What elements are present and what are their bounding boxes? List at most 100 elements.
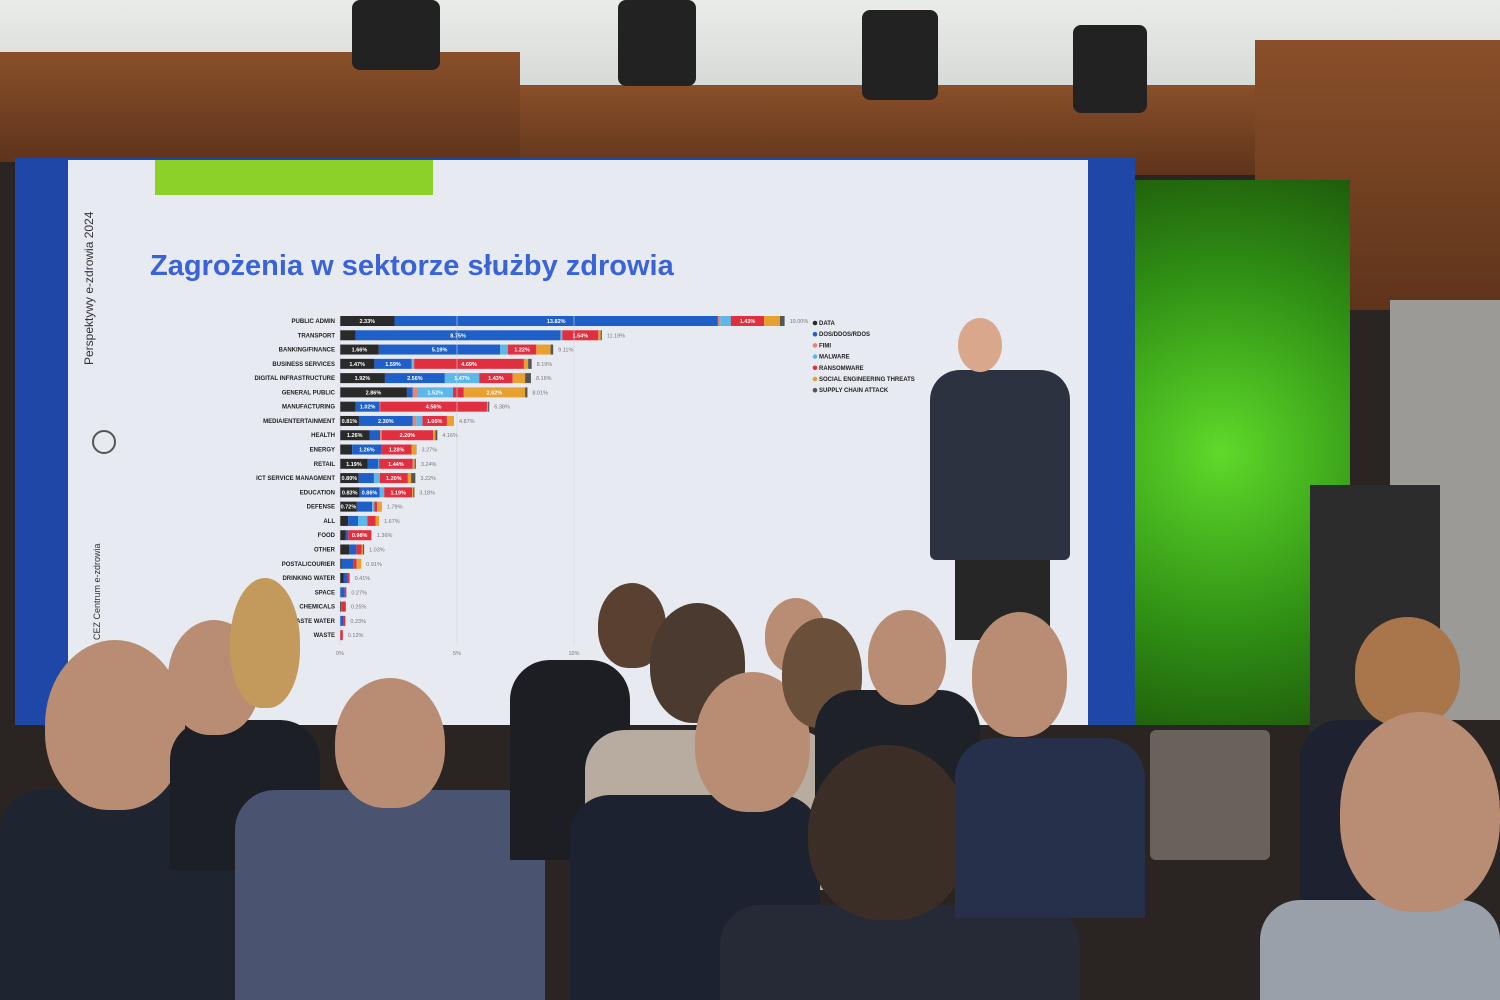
segment-label: 1.02% — [360, 405, 376, 411]
bar-segment — [340, 373, 385, 384]
category-label: MANUFACTURING — [282, 405, 335, 411]
bar-segment — [340, 387, 407, 398]
total-label: 4.16% — [442, 433, 458, 439]
bar-segment — [411, 473, 416, 484]
bar-segment — [507, 344, 537, 355]
bar-segment — [435, 430, 438, 441]
bar-segment — [379, 487, 385, 498]
total-label: 1.36% — [377, 533, 393, 539]
category-label: ICT SERVICE MANAGMENT — [256, 476, 335, 482]
bar-segment — [340, 487, 360, 498]
bar-segment — [372, 501, 375, 512]
category-label: RETAIL — [314, 462, 336, 468]
bar-segment — [378, 458, 380, 469]
bar-segment — [373, 473, 380, 484]
bar-segment — [411, 444, 417, 455]
category-label: WASTE WATER — [291, 619, 336, 625]
stage-light — [1073, 25, 1147, 113]
bar-segment — [600, 330, 602, 341]
legend-label: DATA — [819, 321, 835, 327]
bar-segment — [340, 615, 344, 626]
audience-head — [972, 612, 1067, 737]
bar-segment — [536, 344, 551, 355]
bar-segment — [356, 501, 373, 512]
bar-segment — [374, 501, 378, 512]
bar-segment — [344, 587, 347, 598]
bar-segment — [374, 358, 412, 369]
bar-segment — [340, 444, 353, 455]
bar-segment — [413, 487, 415, 498]
audience-head — [1340, 712, 1500, 912]
bar-segment — [380, 430, 382, 441]
bar-segment — [411, 358, 413, 369]
bar-segment — [345, 530, 349, 541]
audience-member — [1260, 900, 1500, 1000]
bar-segment — [340, 530, 346, 541]
segment-label: 2.33% — [359, 319, 375, 325]
bar-segment — [414, 458, 416, 469]
segment-label: 4.69% — [461, 362, 477, 368]
bar-segment — [717, 316, 721, 326]
bar-segment — [348, 530, 372, 541]
segment-label: 0.80% — [342, 476, 358, 482]
bar-segment — [358, 473, 374, 484]
total-label: 9.11% — [558, 348, 573, 354]
segment-label: 1.59% — [385, 362, 401, 368]
bar-segment — [340, 544, 350, 555]
total-label: 6.38% — [494, 405, 510, 411]
bar-segment — [384, 373, 445, 384]
bar-segment — [381, 444, 412, 455]
x-tick-label: 5% — [453, 651, 461, 657]
bar-segment — [523, 358, 529, 369]
bar-segment — [412, 487, 414, 498]
legend-marker — [812, 320, 818, 326]
category-label: DIGITAL INFRASTRUCTURE — [255, 376, 335, 382]
segment-label: 1.26% — [347, 433, 363, 439]
audience-member — [235, 790, 545, 1000]
segment-label: 1.19% — [346, 462, 362, 468]
bar-segment — [340, 344, 379, 355]
bar-segment — [362, 544, 365, 555]
segment-label: 1.05% — [427, 419, 443, 425]
bar-segment — [412, 358, 415, 369]
bar-segment — [340, 573, 344, 584]
total-label: 0.25% — [351, 605, 367, 611]
category-label: DEFENSE — [307, 505, 335, 511]
segment-label: 1.44% — [388, 462, 404, 468]
legend-marker — [812, 331, 818, 337]
bar-segment — [562, 330, 599, 341]
category-label: EDUCATION — [300, 490, 335, 496]
segment-label: 2.56% — [407, 376, 423, 382]
category-label: GENERAL PUBLIC — [282, 390, 336, 396]
bar-segment — [446, 415, 454, 426]
bar-segment — [375, 515, 380, 526]
segment-label: 2.30% — [378, 419, 394, 425]
total-label: 0.23% — [350, 619, 366, 625]
segment-label: 1.52% — [427, 390, 443, 396]
bar-segment — [479, 373, 513, 384]
category-label: TRANSPORT — [298, 333, 336, 339]
category-label: MEDIA/ENTERTAINMENT — [263, 419, 335, 425]
legend-label: DOS/DDOS/RDOS — [819, 332, 870, 338]
segment-label: 13.82% — [547, 319, 566, 325]
bar-segment — [340, 558, 342, 569]
total-label: 1.79% — [387, 505, 403, 511]
total-label: 3.27% — [422, 448, 438, 454]
category-label: DRINKING WATER — [282, 576, 335, 582]
bar-segment — [453, 387, 464, 398]
segment-label: 1.26% — [359, 448, 375, 454]
bar-segment — [343, 573, 348, 584]
bar-segment — [352, 444, 382, 455]
segment-label: 5.19% — [432, 348, 448, 354]
bar-segment — [463, 387, 526, 398]
segment-label: 2.86% — [366, 390, 382, 396]
bar-segment — [340, 501, 357, 512]
segment-label: 0.81% — [342, 419, 358, 425]
total-label: 11.19% — [607, 333, 625, 339]
segment-label: 1.43% — [740, 319, 756, 325]
bar-segment — [412, 387, 418, 398]
stage-light — [862, 10, 938, 100]
bar-segment — [488, 401, 490, 412]
bar-segment — [379, 473, 408, 484]
segment-label: 1.92% — [355, 376, 371, 382]
